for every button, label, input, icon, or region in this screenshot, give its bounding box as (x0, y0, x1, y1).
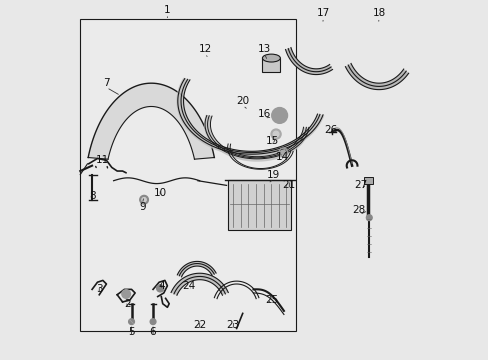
Text: 1: 1 (164, 5, 170, 15)
Text: 6: 6 (149, 327, 156, 337)
Text: 4: 4 (159, 281, 165, 291)
Text: 22: 22 (193, 320, 206, 330)
Text: 3: 3 (96, 284, 102, 294)
Circle shape (277, 113, 282, 118)
Text: 28: 28 (352, 206, 365, 216)
Circle shape (140, 195, 148, 204)
Circle shape (366, 215, 371, 221)
Bar (363, 177, 372, 184)
Bar (80, 19, 296, 330)
Text: 24: 24 (182, 281, 195, 291)
Text: 12: 12 (198, 44, 211, 54)
Text: 10: 10 (153, 188, 166, 198)
Text: 14: 14 (275, 152, 288, 162)
Polygon shape (171, 273, 228, 295)
Text: 7: 7 (103, 78, 109, 88)
Polygon shape (345, 63, 408, 90)
Circle shape (128, 319, 134, 324)
Circle shape (271, 108, 287, 123)
Circle shape (156, 285, 163, 292)
Polygon shape (203, 115, 309, 162)
Text: 26: 26 (323, 125, 337, 135)
Text: 5: 5 (128, 327, 135, 337)
Ellipse shape (262, 54, 280, 62)
Circle shape (150, 319, 156, 324)
Text: 18: 18 (371, 8, 385, 18)
Text: 11: 11 (96, 155, 109, 165)
Text: 9: 9 (139, 202, 145, 212)
Text: 17: 17 (316, 8, 329, 18)
Polygon shape (285, 48, 332, 75)
Text: 21: 21 (282, 180, 295, 190)
Circle shape (274, 110, 285, 121)
Text: 25: 25 (264, 295, 278, 305)
Text: 2: 2 (124, 299, 131, 309)
Text: 16: 16 (257, 109, 270, 119)
Circle shape (281, 150, 285, 154)
Circle shape (122, 290, 130, 298)
Text: 19: 19 (267, 170, 280, 180)
Text: 27: 27 (354, 180, 367, 190)
Polygon shape (177, 261, 216, 277)
Text: 13: 13 (257, 44, 270, 54)
Text: 8: 8 (89, 191, 95, 201)
Bar (262, 58, 280, 72)
Text: 20: 20 (236, 96, 249, 106)
Text: 15: 15 (265, 136, 279, 145)
Circle shape (273, 131, 278, 137)
Text: 23: 23 (226, 320, 239, 330)
Polygon shape (88, 83, 214, 159)
Circle shape (270, 129, 281, 139)
Polygon shape (176, 78, 324, 157)
FancyBboxPatch shape (228, 180, 290, 230)
Circle shape (142, 198, 146, 202)
